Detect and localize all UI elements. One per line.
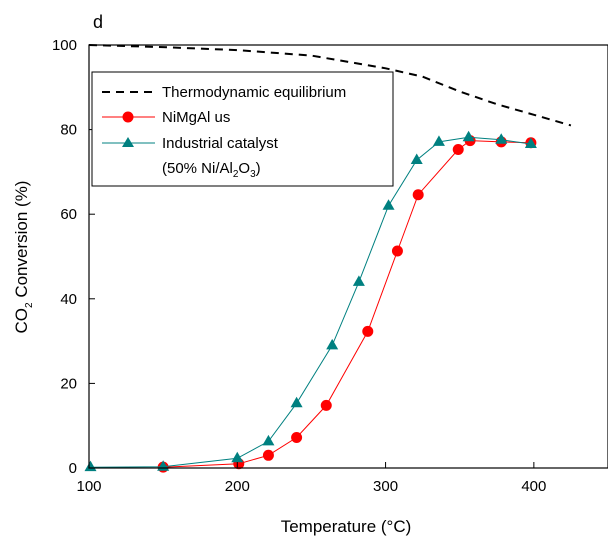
legend-label-equilibrium: Thermodynamic equilibrium <box>162 84 346 101</box>
x-axis-title: Temperature (°C) <box>281 517 412 536</box>
point-industrial-catalyst-0 <box>84 460 97 472</box>
y-tick-label-60: 60 <box>60 206 77 223</box>
point-nimgal-us-8 <box>452 143 464 155</box>
point-industrial-catalyst-11 <box>495 133 508 144</box>
x-tick-label-100: 100 <box>76 478 101 495</box>
legend-marker-industrial <box>122 137 134 147</box>
y-axis-title-subscript: 2 <box>24 302 35 308</box>
legend: Thermodynamic equilibrium NiMgAl us Indu… <box>91 71 394 187</box>
axes: 100 200 300 400 0 20 40 60 80 100 <box>52 37 546 495</box>
point-nimgal-us-4 <box>320 399 332 411</box>
x-tick-label-300: 300 <box>373 478 398 495</box>
point-nimgal-us-5 <box>362 325 374 337</box>
composition-c: ) <box>256 160 261 177</box>
point-industrial-catalyst-9 <box>432 135 445 146</box>
y-axis-title-main: CO <box>12 308 31 334</box>
x-tick-label-200: 200 <box>225 478 250 495</box>
point-nimgal-us-2 <box>262 449 274 461</box>
x-tick-label-400: 400 <box>521 478 546 495</box>
y-tick-label-100: 100 <box>52 37 77 54</box>
legend-label-industrial-composition: (50% Ni/Al2O3) <box>162 160 261 180</box>
y-tick-label-0: 0 <box>69 460 77 477</box>
legend-label-nimgal: NiMgAl us <box>162 109 230 126</box>
point-industrial-catalyst-2 <box>231 451 244 463</box>
point-nimgal-us-3 <box>291 432 303 444</box>
point-nimgal-us-6 <box>391 245 403 257</box>
plot-frame <box>88 44 608 469</box>
legend-label-industrial: Industrial catalyst <box>162 135 279 152</box>
point-industrial-catalyst-3 <box>262 434 275 446</box>
legend-marker-nimgal <box>122 111 134 123</box>
plot-marks <box>84 44 572 473</box>
panel-label: d <box>93 12 103 32</box>
legend-box <box>91 71 394 187</box>
point-industrial-catalyst-8 <box>410 153 423 165</box>
point-nimgal-us-7 <box>412 189 424 201</box>
y-axis-title: CO2 Conversion (%) <box>12 181 35 334</box>
point-industrial-catalyst-5 <box>326 338 339 350</box>
y-tick-label-40: 40 <box>60 291 77 308</box>
y-axis-title-rest: Conversion (%) <box>12 181 31 303</box>
point-industrial-catalyst-6 <box>352 275 365 286</box>
point-industrial-catalyst-4 <box>290 396 303 408</box>
series-line-thermodynamic-equilibrium <box>88 44 572 127</box>
composition-sub1: 2 <box>233 169 239 180</box>
composition-a: (50% Ni/Al <box>162 160 233 177</box>
y-tick-label-80: 80 <box>60 122 77 139</box>
point-industrial-catalyst-7 <box>382 199 395 210</box>
point-industrial-catalyst-12 <box>524 137 537 148</box>
composition-sub2: 3 <box>250 169 256 180</box>
y-tick-label-20: 20 <box>60 375 77 392</box>
series-line-nimgal-us <box>163 140 531 468</box>
point-industrial-catalyst-10 <box>462 130 475 142</box>
composition-b: O <box>238 160 250 177</box>
series-line-industrial-catalyst <box>90 136 531 468</box>
